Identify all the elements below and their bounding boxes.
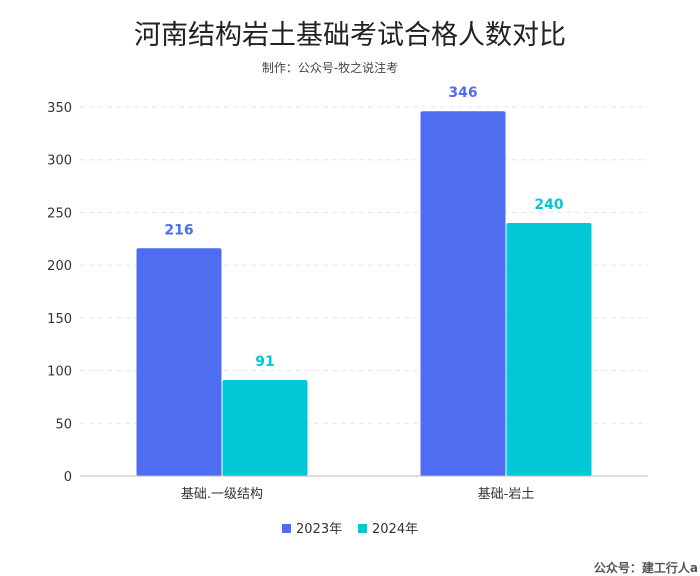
y-tick-label: 200: [47, 259, 72, 274]
data-label: 91: [255, 354, 274, 370]
legend-label: 2024年: [372, 522, 418, 537]
y-axis: 0 50 100 150 200 250 300 350: [47, 101, 72, 485]
legend-swatch: [358, 524, 367, 533]
bar: [506, 222, 592, 476]
chart-subtitle: 制作：公众号-牧之说注考: [262, 60, 398, 75]
y-tick-label: 0: [64, 470, 72, 485]
legend-swatch: [282, 524, 291, 533]
bar: [222, 380, 308, 476]
y-tick-label: 50: [55, 417, 72, 432]
y-tick-label: 150: [47, 312, 72, 327]
data-label: 216: [164, 222, 193, 238]
y-tick-label: 100: [47, 365, 72, 380]
legend-label: 2023年: [296, 522, 342, 537]
bars: 216 91 346 240: [136, 85, 592, 477]
y-tick-label: 350: [47, 101, 72, 116]
x-tick-label: 基础.一级结构: [181, 487, 263, 502]
x-axis: 基础.一级结构 基础-岩土: [181, 487, 534, 502]
legend: 2023年 2024年: [282, 522, 418, 537]
bar: [136, 248, 222, 476]
data-label: 240: [534, 197, 563, 213]
chart-title: 河南结构岩土基础考试合格人数对比: [134, 20, 566, 51]
bar: [420, 111, 506, 477]
watermark: 公众号：建工行人a: [594, 560, 698, 575]
y-tick-label: 250: [47, 206, 72, 221]
data-label: 346: [448, 85, 477, 101]
y-tick-label: 300: [47, 154, 72, 169]
x-tick-label: 基础-岩土: [478, 487, 535, 502]
